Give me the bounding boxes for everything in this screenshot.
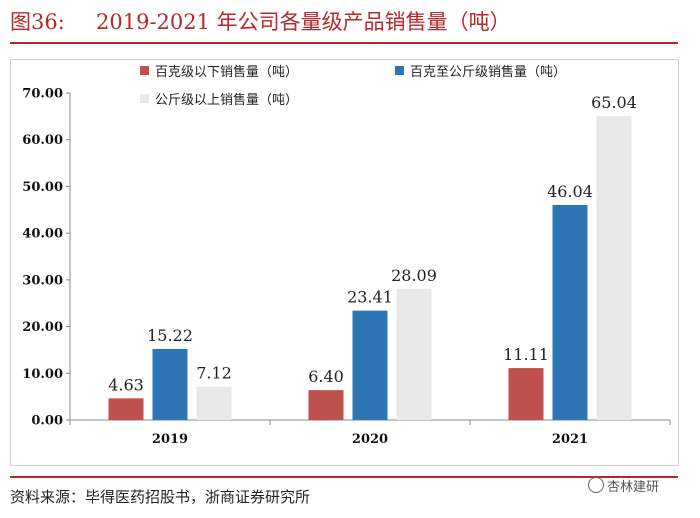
y-tick-label: 30.00	[22, 273, 63, 288]
data-label: 15.22	[147, 326, 193, 345]
title-rule	[10, 42, 678, 44]
bar-series-2	[152, 348, 188, 420]
x-tick-label: 2021	[552, 432, 588, 447]
bar-series-3	[196, 386, 232, 420]
x-tick-label: 2019	[152, 432, 188, 447]
y-tick-label: 40.00	[22, 227, 63, 242]
data-label: 11.11	[503, 345, 549, 364]
data-label: 7.12	[196, 364, 232, 383]
legend-swatch	[395, 66, 404, 75]
legend-label: 百克级以下销售量（吨）	[155, 64, 298, 80]
y-tick-label: 50.00	[22, 180, 63, 195]
bar-series-1	[308, 390, 344, 420]
bar-series-2	[552, 204, 588, 420]
y-tick-label: 60.00	[22, 133, 63, 148]
wechat-icon	[588, 477, 604, 493]
y-tick-label: 70.00	[22, 87, 63, 102]
watermark: 杏林建研	[588, 477, 688, 499]
data-label: 65.04	[591, 93, 637, 112]
bar-series-1	[108, 398, 144, 420]
bar-series-3	[596, 116, 632, 420]
plot-frame	[10, 59, 679, 466]
data-label: 46.04	[547, 182, 593, 201]
source-note: 资料来源：毕得医药招股书，浙商证券研究所	[10, 488, 311, 506]
figure-title-text: 2019-2021 年公司各量级产品销售量（吨）	[96, 10, 511, 34]
figure-number: 图36:	[10, 10, 65, 34]
bar-series-1	[508, 368, 544, 420]
data-label: 23.41	[347, 288, 393, 307]
bar-series-2	[352, 310, 388, 420]
legend-swatch	[140, 66, 149, 75]
watermark-text: 杏林建研	[607, 480, 660, 495]
data-label: 28.09	[391, 266, 437, 285]
data-label: 4.63	[108, 375, 144, 394]
data-label: 6.40	[308, 367, 344, 386]
y-tick-label: 10.00	[22, 367, 63, 382]
y-tick-label: 0.00	[31, 414, 63, 429]
y-tick-label: 20.00	[22, 320, 63, 335]
legend-label: 公斤级以上销售量（吨）	[155, 92, 298, 108]
legend-label: 百克至公斤级销售量（吨）	[410, 64, 566, 80]
figure-title: 图36: 2019-2021 年公司各量级产品销售量（吨）	[10, 4, 700, 40]
bar-series-3	[396, 288, 432, 420]
legend-swatch	[140, 94, 149, 103]
x-tick-label: 2020	[352, 432, 388, 447]
footer-rule	[10, 476, 678, 478]
